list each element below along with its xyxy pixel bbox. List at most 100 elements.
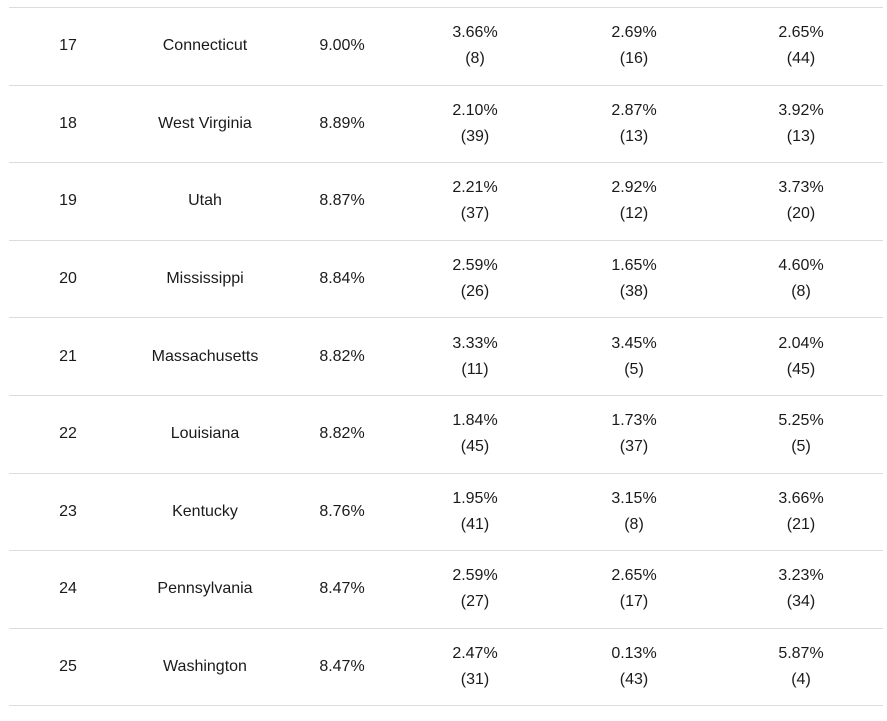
total-score: 8.87%	[319, 192, 365, 210]
metric-3-value: 4.60%	[778, 257, 824, 275]
rank-cell: 25	[9, 629, 127, 706]
table-row: 17 Connecticut 9.00% 3.66% (8) 2.69% (16) …	[9, 8, 883, 86]
rank-value: 19	[59, 192, 77, 210]
metric-2-cell: 3.15% (8)	[549, 474, 719, 551]
metric-3-cell: 3.23% (34)	[719, 551, 883, 628]
state-name: West Virginia	[158, 114, 252, 132]
metric-2-cell: 1.65% (38)	[549, 241, 719, 318]
metric-1-value: 2.59%	[452, 257, 498, 275]
rank-value: 21	[59, 347, 77, 365]
rank-cell: 20	[9, 241, 127, 318]
rank-value: 24	[59, 580, 77, 598]
metric-3-value: 5.87%	[778, 645, 824, 663]
metric-3-rank: (44)	[786, 50, 816, 68]
metric-1-value: 2.47%	[452, 645, 498, 663]
metric-1-rank: (39)	[460, 127, 490, 145]
table-row: 21 Massachusetts 8.82% 3.33% (11) 3.45% (5…	[9, 318, 883, 396]
rank-value: 17	[59, 37, 77, 55]
metric-1-rank: (11)	[461, 360, 489, 378]
rank-cell: 18	[9, 86, 127, 163]
metric-1-cell: 2.47% (31)	[401, 629, 549, 706]
metric-1-cell: 2.10% (39)	[401, 86, 549, 163]
metric-1-cell: 2.21% (37)	[401, 163, 549, 240]
total-score: 8.84%	[319, 270, 365, 288]
metric-3-value: 5.25%	[778, 412, 824, 430]
metric-1-value: 3.66%	[452, 24, 498, 42]
state-cell: West Virginia	[127, 86, 283, 163]
total-score: 8.76%	[319, 502, 365, 520]
metric-1-value: 1.95%	[452, 489, 498, 507]
metric-2-rank: (13)	[619, 127, 649, 145]
metric-3-rank: (20)	[786, 205, 816, 223]
state-cell: Louisiana	[127, 396, 283, 473]
metric-3-cell: 5.87% (4)	[719, 629, 883, 706]
total-score: 8.89%	[319, 114, 365, 132]
total-score: 8.82%	[319, 425, 365, 443]
metric-3-value: 2.04%	[778, 334, 824, 352]
metric-2-rank: (43)	[619, 671, 649, 689]
metric-2-rank: (16)	[619, 50, 649, 68]
metric-2-value: 2.69%	[611, 24, 657, 42]
table-row: 25 Washington 8.47% 2.47% (31) 0.13% (43) …	[9, 629, 883, 707]
metric-3-rank: (4)	[791, 671, 811, 689]
metric-2-cell: 2.87% (13)	[549, 86, 719, 163]
rank-cell: 22	[9, 396, 127, 473]
metric-1-value: 1.84%	[452, 412, 498, 430]
state-cell: Utah	[127, 163, 283, 240]
metric-2-value: 2.87%	[611, 101, 657, 119]
metric-3-value: 3.92%	[778, 101, 824, 119]
table-row: 24 Pennsylvania 8.47% 2.59% (27) 2.65% (17…	[9, 551, 883, 629]
metric-1-value: 2.21%	[452, 179, 498, 197]
metric-2-value: 1.65%	[611, 257, 657, 275]
metric-1-cell: 2.59% (27)	[401, 551, 549, 628]
state-name: Pennsylvania	[157, 580, 253, 598]
state-name: Louisiana	[170, 425, 240, 443]
metric-2-value: 2.65%	[611, 567, 657, 585]
table-row: 22 Louisiana 8.82% 1.84% (45) 1.73% (37) 5…	[9, 396, 883, 474]
metric-3-cell: 2.04% (45)	[719, 318, 883, 395]
rank-value: 23	[59, 502, 77, 520]
total-score: 8.47%	[319, 658, 365, 676]
metric-3-value: 3.23%	[778, 567, 824, 585]
metric-2-value: 1.73%	[611, 412, 657, 430]
metric-2-value: 0.13%	[611, 645, 657, 663]
metric-2-value: 3.45%	[611, 334, 657, 352]
metric-3-value: 2.65%	[778, 24, 824, 42]
metric-3-rank: (8)	[791, 283, 811, 301]
metric-3-cell: 4.60% (8)	[719, 241, 883, 318]
table-row: 23 Kentucky 8.76% 1.95% (41) 3.15% (8) 3.6…	[9, 474, 883, 552]
state-name: Connecticut	[162, 37, 248, 55]
metric-3-cell: 5.25% (5)	[719, 396, 883, 473]
rank-value: 20	[59, 270, 77, 288]
metric-3-rank: (13)	[786, 127, 816, 145]
rank-value: 22	[59, 425, 77, 443]
metric-2-value: 3.15%	[611, 489, 657, 507]
metric-2-rank: (5)	[624, 360, 644, 378]
rank-cell: 21	[9, 318, 127, 395]
table-row: 18 West Virginia 8.89% 2.10% (39) 2.87% (1…	[9, 86, 883, 164]
metric-3-value: 3.73%	[778, 179, 824, 197]
total-score-cell: 9.00%	[283, 8, 401, 85]
metric-3-value: 3.66%	[778, 489, 824, 507]
metric-1-value: 3.33%	[452, 334, 498, 352]
metric-3-rank: (34)	[786, 593, 816, 611]
total-score-cell: 8.82%	[283, 396, 401, 473]
metric-1-cell: 1.84% (45)	[401, 396, 549, 473]
state-cell: Connecticut	[127, 8, 283, 85]
metric-2-cell: 2.92% (12)	[549, 163, 719, 240]
metric-2-rank: (37)	[619, 438, 649, 456]
metric-3-cell: 3.66% (21)	[719, 474, 883, 551]
total-score: 9.00%	[319, 37, 365, 55]
state-name: Kentucky	[172, 502, 238, 520]
metric-1-rank: (27)	[460, 593, 490, 611]
metric-2-cell: 2.69% (16)	[549, 8, 719, 85]
ranking-table: 17 Connecticut 9.00% 3.66% (8) 2.69% (16) …	[9, 7, 883, 707]
rank-cell: 24	[9, 551, 127, 628]
table-row: 20 Mississippi 8.84% 2.59% (26) 1.65% (38)…	[9, 241, 883, 319]
state-cell: Massachusetts	[127, 318, 283, 395]
total-score-cell: 8.82%	[283, 318, 401, 395]
table-row: 19 Utah 8.87% 2.21% (37) 2.92% (12) 3.73% (…	[9, 163, 883, 241]
metric-2-value: 2.92%	[611, 179, 657, 197]
state-name: Utah	[188, 192, 222, 210]
total-score: 8.47%	[319, 580, 365, 598]
